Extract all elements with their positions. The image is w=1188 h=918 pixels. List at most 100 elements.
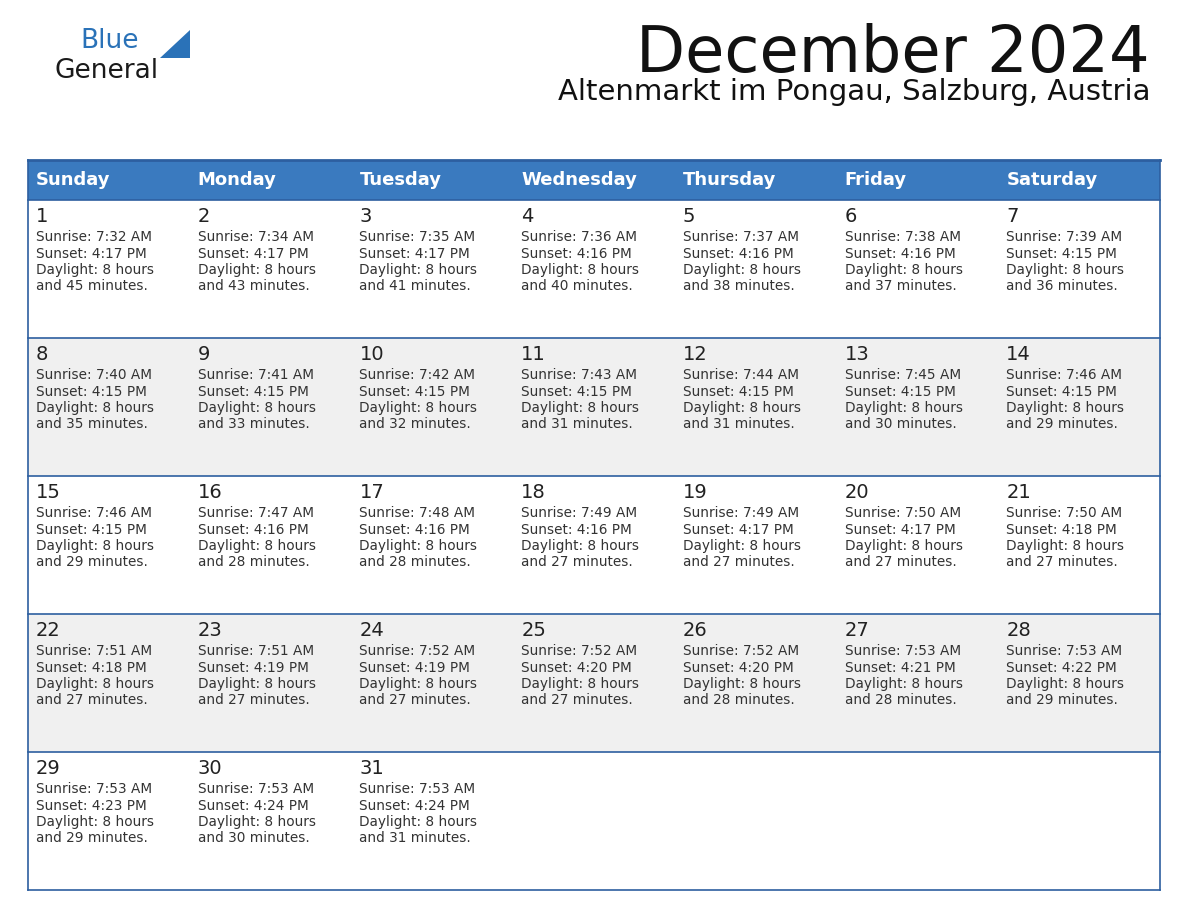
Text: Sunset: 4:15 PM: Sunset: 4:15 PM: [845, 385, 955, 398]
Text: and 27 minutes.: and 27 minutes.: [360, 693, 472, 708]
Text: Sunset: 4:17 PM: Sunset: 4:17 PM: [36, 247, 147, 261]
Text: General: General: [55, 58, 159, 84]
Text: Sunset: 4:15 PM: Sunset: 4:15 PM: [36, 522, 147, 536]
Text: and 28 minutes.: and 28 minutes.: [197, 555, 309, 569]
Text: and 27 minutes.: and 27 minutes.: [197, 693, 309, 708]
Text: and 32 minutes.: and 32 minutes.: [360, 418, 472, 431]
Text: Daylight: 8 hours: Daylight: 8 hours: [522, 677, 639, 691]
Text: Blue: Blue: [80, 28, 139, 54]
Text: Sunset: 4:16 PM: Sunset: 4:16 PM: [522, 247, 632, 261]
Text: Daylight: 8 hours: Daylight: 8 hours: [197, 815, 316, 829]
Text: Sunset: 4:19 PM: Sunset: 4:19 PM: [197, 660, 309, 675]
Text: and 27 minutes.: and 27 minutes.: [845, 555, 956, 569]
Text: and 40 minutes.: and 40 minutes.: [522, 279, 633, 294]
Text: and 27 minutes.: and 27 minutes.: [36, 693, 147, 708]
Text: and 45 minutes.: and 45 minutes.: [36, 279, 147, 294]
Text: 5: 5: [683, 207, 695, 226]
Text: 17: 17: [360, 483, 384, 502]
Text: Sunrise: 7:46 AM: Sunrise: 7:46 AM: [1006, 368, 1123, 382]
Text: Sunrise: 7:53 AM: Sunrise: 7:53 AM: [197, 782, 314, 796]
Text: Daylight: 8 hours: Daylight: 8 hours: [36, 401, 154, 415]
Text: Daylight: 8 hours: Daylight: 8 hours: [683, 677, 801, 691]
Text: Monday: Monday: [197, 171, 277, 189]
Text: Sunset: 4:20 PM: Sunset: 4:20 PM: [683, 660, 794, 675]
Text: and 31 minutes.: and 31 minutes.: [360, 832, 472, 845]
Text: Daylight: 8 hours: Daylight: 8 hours: [1006, 677, 1124, 691]
Text: 3: 3: [360, 207, 372, 226]
Text: Sunrise: 7:51 AM: Sunrise: 7:51 AM: [36, 644, 152, 658]
Text: Sunset: 4:15 PM: Sunset: 4:15 PM: [360, 385, 470, 398]
Text: Daylight: 8 hours: Daylight: 8 hours: [360, 539, 478, 553]
Text: 8: 8: [36, 345, 49, 364]
Text: and 29 minutes.: and 29 minutes.: [1006, 693, 1118, 708]
Text: Sunset: 4:15 PM: Sunset: 4:15 PM: [683, 385, 794, 398]
Text: 4: 4: [522, 207, 533, 226]
Text: Daylight: 8 hours: Daylight: 8 hours: [360, 815, 478, 829]
Text: Daylight: 8 hours: Daylight: 8 hours: [845, 263, 962, 277]
Text: 18: 18: [522, 483, 546, 502]
Text: Sunrise: 7:47 AM: Sunrise: 7:47 AM: [197, 506, 314, 520]
Text: and 28 minutes.: and 28 minutes.: [845, 693, 956, 708]
Text: Sunday: Sunday: [36, 171, 110, 189]
Text: Daylight: 8 hours: Daylight: 8 hours: [1006, 401, 1124, 415]
Text: Sunrise: 7:50 AM: Sunrise: 7:50 AM: [1006, 506, 1123, 520]
Text: Sunset: 4:21 PM: Sunset: 4:21 PM: [845, 660, 955, 675]
Text: 6: 6: [845, 207, 857, 226]
Text: Sunrise: 7:52 AM: Sunrise: 7:52 AM: [522, 644, 637, 658]
Text: Sunset: 4:16 PM: Sunset: 4:16 PM: [845, 247, 955, 261]
Text: 10: 10: [360, 345, 384, 364]
Text: 15: 15: [36, 483, 61, 502]
Text: and 38 minutes.: and 38 minutes.: [683, 279, 795, 294]
Text: Daylight: 8 hours: Daylight: 8 hours: [36, 539, 154, 553]
Text: 2: 2: [197, 207, 210, 226]
Text: Sunrise: 7:52 AM: Sunrise: 7:52 AM: [683, 644, 800, 658]
Text: Sunset: 4:24 PM: Sunset: 4:24 PM: [197, 799, 309, 812]
Text: Daylight: 8 hours: Daylight: 8 hours: [36, 815, 154, 829]
Text: Sunset: 4:20 PM: Sunset: 4:20 PM: [522, 660, 632, 675]
Text: 24: 24: [360, 621, 384, 640]
Text: Wednesday: Wednesday: [522, 171, 637, 189]
Text: Sunset: 4:16 PM: Sunset: 4:16 PM: [522, 522, 632, 536]
Bar: [29, 614, 1159, 752]
Text: and 37 minutes.: and 37 minutes.: [845, 279, 956, 294]
Text: 16: 16: [197, 483, 222, 502]
Text: and 27 minutes.: and 27 minutes.: [522, 555, 633, 569]
Text: Sunset: 4:15 PM: Sunset: 4:15 PM: [36, 385, 147, 398]
Text: Sunset: 4:18 PM: Sunset: 4:18 PM: [36, 660, 147, 675]
Text: and 29 minutes.: and 29 minutes.: [1006, 418, 1118, 431]
Text: and 29 minutes.: and 29 minutes.: [36, 555, 147, 569]
Text: Daylight: 8 hours: Daylight: 8 hours: [360, 263, 478, 277]
Text: Sunrise: 7:38 AM: Sunrise: 7:38 AM: [845, 230, 961, 244]
Text: Daylight: 8 hours: Daylight: 8 hours: [522, 539, 639, 553]
Text: Tuesday: Tuesday: [360, 171, 442, 189]
Text: Sunrise: 7:41 AM: Sunrise: 7:41 AM: [197, 368, 314, 382]
Text: Sunset: 4:17 PM: Sunset: 4:17 PM: [360, 247, 470, 261]
Text: Sunrise: 7:50 AM: Sunrise: 7:50 AM: [845, 506, 961, 520]
Text: Sunset: 4:16 PM: Sunset: 4:16 PM: [360, 522, 470, 536]
Text: and 43 minutes.: and 43 minutes.: [197, 279, 309, 294]
Text: 11: 11: [522, 345, 546, 364]
Text: Sunrise: 7:32 AM: Sunrise: 7:32 AM: [36, 230, 152, 244]
Bar: [29, 200, 1159, 338]
Text: 1: 1: [36, 207, 49, 226]
Text: 21: 21: [1006, 483, 1031, 502]
Text: Daylight: 8 hours: Daylight: 8 hours: [1006, 263, 1124, 277]
Text: Sunrise: 7:49 AM: Sunrise: 7:49 AM: [522, 506, 637, 520]
Text: 7: 7: [1006, 207, 1018, 226]
Text: and 28 minutes.: and 28 minutes.: [360, 555, 472, 569]
Text: Sunrise: 7:36 AM: Sunrise: 7:36 AM: [522, 230, 637, 244]
Text: and 27 minutes.: and 27 minutes.: [1006, 555, 1118, 569]
Text: Sunset: 4:24 PM: Sunset: 4:24 PM: [360, 799, 470, 812]
Text: Sunset: 4:15 PM: Sunset: 4:15 PM: [197, 385, 309, 398]
Text: Sunset: 4:16 PM: Sunset: 4:16 PM: [197, 522, 309, 536]
Text: Daylight: 8 hours: Daylight: 8 hours: [683, 401, 801, 415]
Text: Daylight: 8 hours: Daylight: 8 hours: [683, 539, 801, 553]
Text: Altenmarkt im Pongau, Salzburg, Austria: Altenmarkt im Pongau, Salzburg, Austria: [557, 78, 1150, 106]
Text: and 28 minutes.: and 28 minutes.: [683, 693, 795, 708]
Text: Thursday: Thursday: [683, 171, 776, 189]
Text: Sunrise: 7:46 AM: Sunrise: 7:46 AM: [36, 506, 152, 520]
Text: Sunset: 4:17 PM: Sunset: 4:17 PM: [197, 247, 309, 261]
Text: Daylight: 8 hours: Daylight: 8 hours: [197, 539, 316, 553]
Text: 14: 14: [1006, 345, 1031, 364]
Text: Sunset: 4:15 PM: Sunset: 4:15 PM: [1006, 385, 1117, 398]
